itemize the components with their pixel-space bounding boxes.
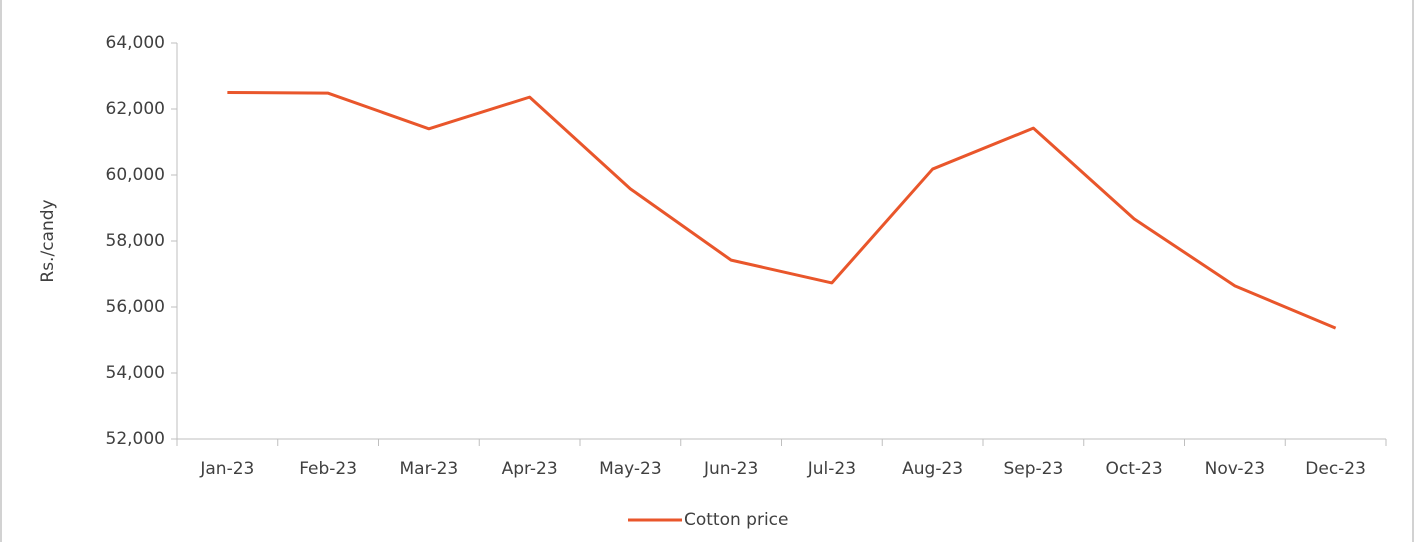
x-tick-label: Aug-23 <box>902 459 963 479</box>
y-tick-label: 64,000 <box>106 33 165 53</box>
x-tick-label: Jan-23 <box>199 459 254 479</box>
y-tick-label: 62,000 <box>106 99 165 119</box>
x-tick-label: May-23 <box>599 459 662 479</box>
x-tick-label: Nov-23 <box>1205 459 1266 479</box>
x-tick-label: Apr-23 <box>502 459 558 479</box>
x-tick-label: Mar-23 <box>399 459 458 479</box>
y-tick-label: 56,000 <box>106 297 165 317</box>
y-tick-label: 52,000 <box>106 429 165 449</box>
y-tick-label: 58,000 <box>106 231 165 251</box>
x-tick-label: Sep-23 <box>1003 459 1063 479</box>
y-axis-label: Rs./candy <box>38 199 58 282</box>
y-tick-label: 54,000 <box>106 363 165 383</box>
x-tick-label: Jul-23 <box>807 459 856 479</box>
x-tick-label: Dec-23 <box>1305 459 1366 479</box>
series-line <box>227 91 1337 330</box>
x-tick-label: Jun-23 <box>703 459 758 479</box>
y-tick-label: 60,000 <box>106 165 165 185</box>
x-tick-label: Oct-23 <box>1106 459 1163 479</box>
x-tick-label: Feb-23 <box>299 459 357 479</box>
legend-label: Cotton price <box>684 510 789 530</box>
